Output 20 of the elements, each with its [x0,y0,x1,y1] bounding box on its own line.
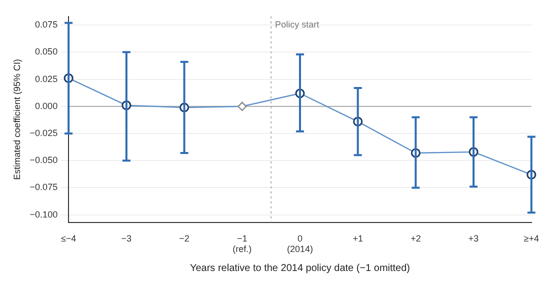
y-tick-label: −0.050 [30,155,58,166]
y-tick-label: 0.025 [35,74,58,84]
y-axis-title: Estimated coefficient (95% CI) [12,58,22,180]
x-tick-label: ≤−4 [60,233,76,244]
x-tick-label: −3 [121,233,132,244]
x-tick-label: −1 (ref.) [232,233,252,254]
x-axis-title: Years relative to the 2014 policy date (−1 omitted) [190,262,410,274]
x-tick-label: +1 [352,233,363,244]
x-tick-label: +2 [410,233,421,244]
x-tick-label: −2 [179,233,190,244]
y-tick-label: 0.075 [35,20,58,30]
y-tick-label: 0.050 [35,46,58,57]
x-tick-label: 0 (2014) [286,233,313,254]
x-tick-label: +3 [468,233,479,244]
ref-line-label: Policy start [275,19,320,30]
y-tick-label: −0.075 [30,182,58,192]
y-tick-label: −0.025 [30,128,58,138]
y-tick-label: −0.100 [30,209,58,220]
y-tick-label: 0.000 [35,100,58,111]
x-tick-label: ≥+4 [524,233,539,244]
